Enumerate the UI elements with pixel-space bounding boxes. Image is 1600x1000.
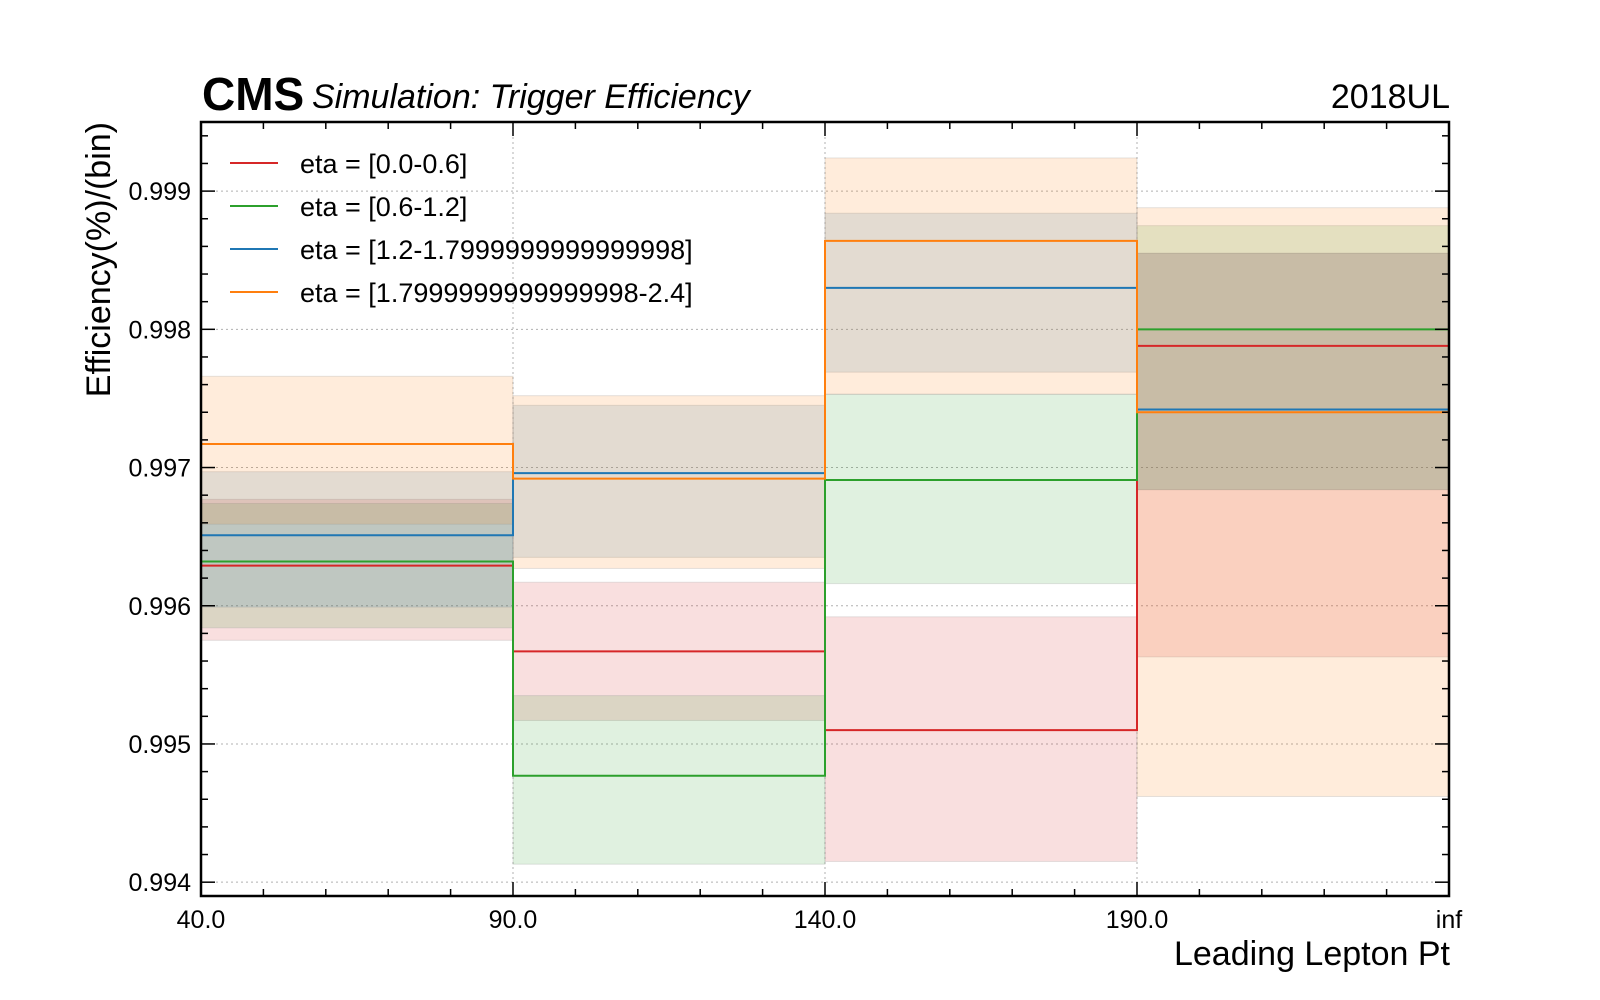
x-axis-title: Leading Lepton Pt [1174,935,1451,973]
y-tick-label: 0.996 [128,593,191,621]
y-tick-label: 0.997 [128,455,191,483]
uncertainty-band-2 [1136,252,1450,491]
y-tick-label: 0.995 [128,731,191,759]
legend: eta = [0.0-0.6] eta = [0.6-1.2] eta = [1.2… [230,149,693,308]
legend-entry-2: eta = [1.2-1.7999999999999998] [300,235,693,265]
legend-entry-3: eta = [1.7999999999999998-2.4] [300,278,693,308]
uncertainty-band-0 [1136,252,1450,658]
uncertainty-band-3 [824,157,1138,395]
y-tick-label: 0.999 [128,178,191,206]
y-tick-label: 0.998 [128,316,191,344]
plot-frame [199,120,1451,898]
x-tick-label: 140.0 [794,906,857,934]
uncertainty-band-0 [824,616,1138,862]
x-tick-label: inf [1436,906,1462,934]
year-label: 2018UL [1331,78,1450,116]
series-step-line-3 [201,239,1449,480]
x-tick-label: 90.0 [489,906,538,934]
uncertainty-band-3 [200,375,514,525]
experiment-label: CMS [202,68,304,120]
legend-entry-0: eta = [0.0-0.6] [300,149,467,179]
uncertainty-band-1 [824,393,1138,585]
y-axis-title: Efficiency(%)/(bin) [80,122,118,397]
uncertainty-band-2 [200,471,514,608]
chart-title: Simulation: Trigger Efficiency [312,78,752,116]
uncertainty-band-1 [512,695,826,865]
uncertainty-band-0 [200,498,514,641]
line-layer [201,239,1449,777]
label-layer: 0.994 0.995 0.996 0.997 0.998 0.999 40.0 90.0 14… [128,178,1462,934]
x-tick-label: 40.0 [177,906,226,934]
y-tick-label: 0.994 [128,869,191,897]
uncertainty-band-2 [512,404,826,558]
uncertainty-band-3 [512,395,826,569]
x-tick-label: 190.0 [1106,906,1169,934]
legend-entry-1: eta = [0.6-1.2] [300,192,467,222]
uncertainty-band-3 [1136,207,1450,797]
